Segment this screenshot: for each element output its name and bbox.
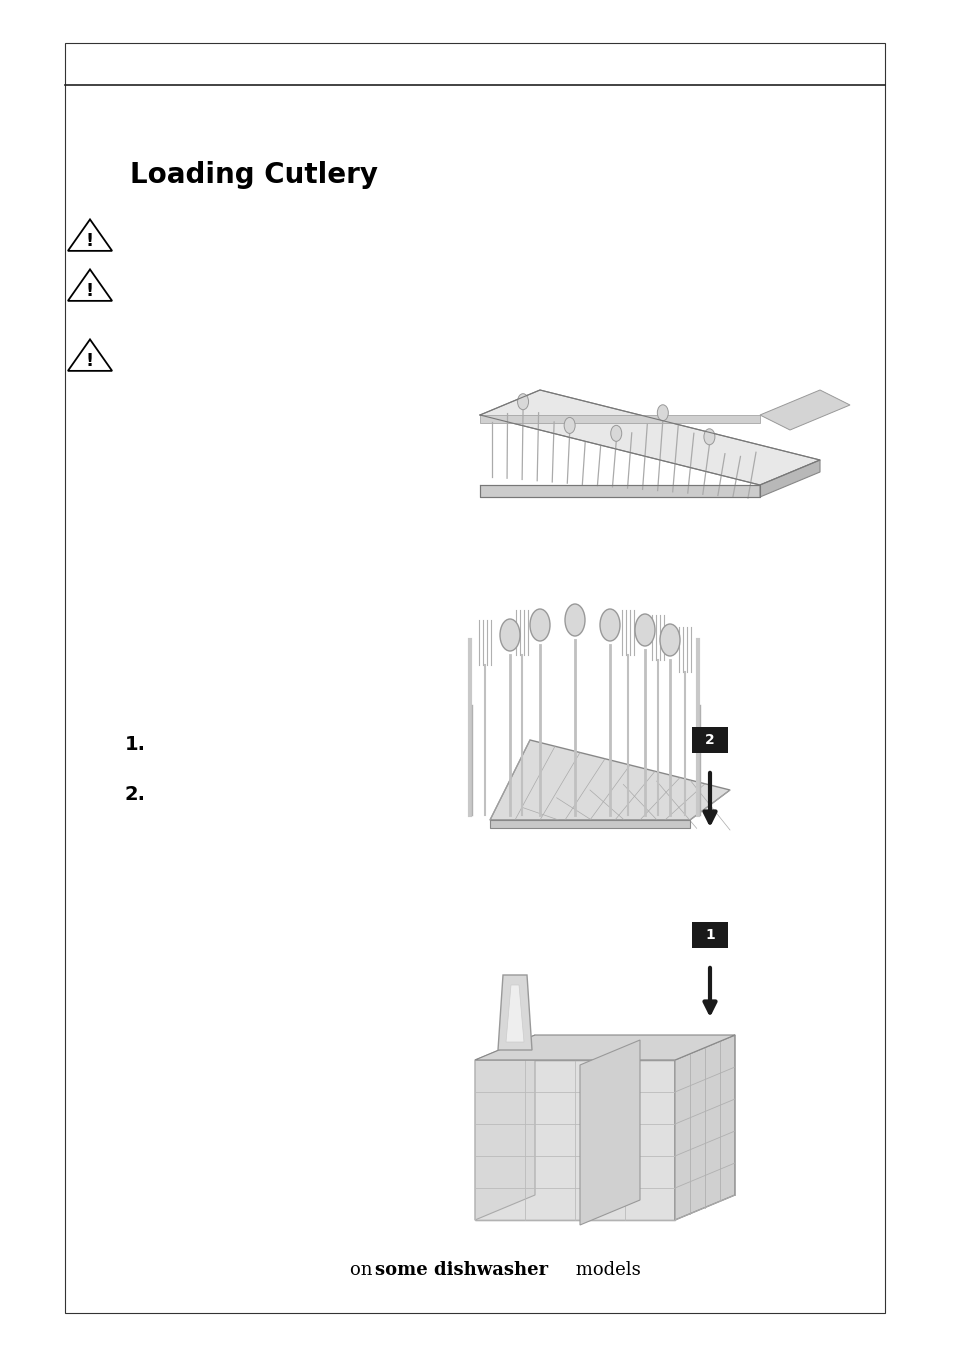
Ellipse shape	[703, 429, 714, 445]
Polygon shape	[475, 1036, 535, 1220]
Ellipse shape	[599, 608, 619, 641]
Ellipse shape	[530, 608, 550, 641]
Text: Loading Cutlery: Loading Cutlery	[130, 161, 377, 189]
Text: 1: 1	[704, 927, 714, 942]
Text: 1.: 1.	[125, 735, 146, 754]
Ellipse shape	[564, 604, 584, 635]
Polygon shape	[479, 485, 760, 498]
Polygon shape	[68, 219, 112, 251]
Polygon shape	[760, 389, 849, 430]
Text: !: !	[86, 233, 94, 250]
Text: !: !	[86, 283, 94, 300]
Polygon shape	[535, 1036, 734, 1195]
FancyBboxPatch shape	[691, 922, 727, 948]
Polygon shape	[675, 1036, 734, 1220]
Polygon shape	[497, 975, 532, 1051]
Text: models: models	[569, 1261, 640, 1279]
Text: !: !	[86, 353, 94, 370]
Polygon shape	[479, 389, 820, 485]
Text: 2.: 2.	[125, 786, 146, 804]
Polygon shape	[475, 1036, 734, 1060]
Polygon shape	[479, 415, 760, 423]
Text: some dishwasher: some dishwasher	[375, 1261, 548, 1279]
Polygon shape	[475, 1060, 675, 1220]
Ellipse shape	[499, 619, 519, 652]
Polygon shape	[579, 1040, 639, 1225]
Polygon shape	[505, 986, 523, 1042]
FancyBboxPatch shape	[691, 727, 727, 753]
Ellipse shape	[563, 418, 575, 434]
Ellipse shape	[657, 404, 668, 420]
Bar	[65, 43, 884, 1313]
Polygon shape	[490, 740, 729, 821]
Ellipse shape	[610, 426, 621, 441]
Text: on: on	[350, 1261, 377, 1279]
Ellipse shape	[659, 625, 679, 656]
Polygon shape	[68, 339, 112, 370]
Ellipse shape	[517, 393, 528, 410]
Text: 2: 2	[704, 733, 714, 748]
Polygon shape	[68, 269, 112, 301]
Ellipse shape	[635, 614, 655, 646]
Polygon shape	[490, 821, 689, 827]
Polygon shape	[760, 460, 820, 498]
